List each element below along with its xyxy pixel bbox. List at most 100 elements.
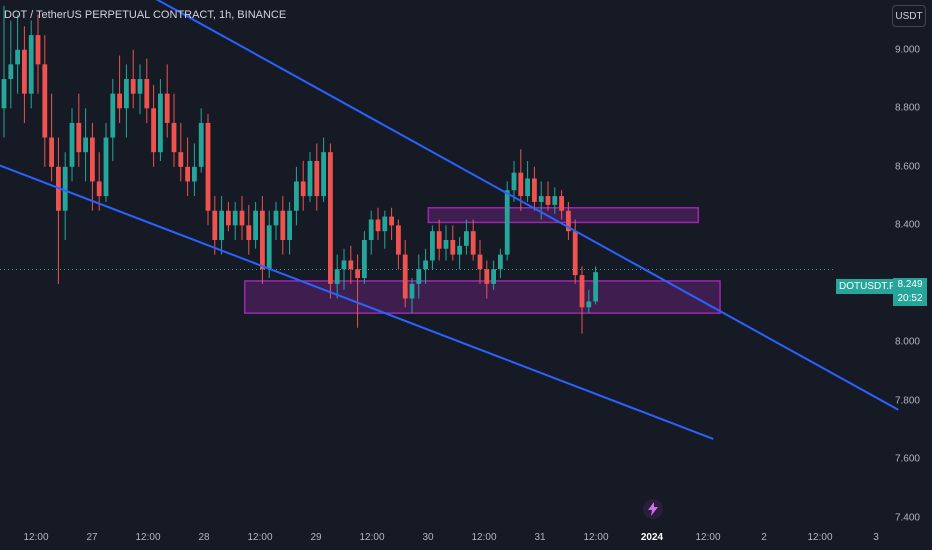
candle: [464, 219, 469, 255]
candle: [192, 143, 197, 197]
candle: [579, 266, 585, 334]
zone-box-1[interactable]: [243, 280, 721, 314]
x-tick-label: 31: [534, 532, 546, 543]
candle: [586, 289, 592, 314]
candle: [423, 248, 428, 284]
candle: [416, 254, 422, 299]
candle: [232, 201, 238, 240]
candle: [110, 79, 116, 161]
candle: [450, 225, 456, 261]
candle: [355, 254, 360, 328]
trendline-1[interactable]: [0, 0, 899, 411]
x-tick-label: 12:00: [135, 532, 161, 543]
candle: [246, 204, 252, 255]
candle: [151, 84, 156, 167]
trendline-2[interactable]: [0, 155, 714, 440]
candle: [368, 210, 374, 255]
candle: [171, 93, 177, 167]
candle: [328, 143, 333, 299]
last-price-value: 8.249: [897, 279, 923, 290]
symbol-label: DOTUSDT.P: [836, 279, 899, 294]
candle: [409, 278, 415, 314]
candle: [341, 248, 347, 290]
candle: [593, 266, 598, 305]
candle: [287, 201, 292, 255]
candle: [28, 20, 34, 109]
last-price-tag: 8.249 20:52: [893, 278, 927, 306]
candle: [552, 187, 558, 214]
candle: [362, 231, 367, 284]
candle: [226, 201, 231, 232]
y-tick-label: 8.000: [894, 336, 920, 348]
x-tick-label: 28: [198, 532, 210, 543]
candle: [8, 20, 14, 109]
x-tick-label: 29: [310, 532, 322, 543]
bar-countdown: 20:52: [897, 293, 923, 304]
candle: [566, 201, 571, 240]
candle: [178, 122, 184, 182]
lightning-bolt-icon[interactable]: [643, 499, 663, 519]
candle: [477, 239, 483, 284]
x-tick-label: 12:00: [23, 532, 49, 543]
candle: [348, 245, 354, 284]
candle: [198, 108, 204, 173]
candle: [164, 64, 170, 138]
y-tick-label: 7.600: [894, 453, 920, 465]
x-tick-label: 27: [86, 532, 98, 543]
candle: [205, 114, 211, 226]
x-tick-label: 12:00: [695, 532, 721, 543]
y-tick-label: 8.800: [894, 102, 920, 114]
y-tick-label: 8.600: [894, 161, 920, 173]
candle: [504, 181, 510, 261]
candle: [117, 55, 122, 123]
candle: [69, 108, 75, 182]
candle: [137, 64, 143, 115]
candle: [484, 260, 490, 299]
candle: [280, 196, 286, 255]
candle: [307, 152, 313, 202]
candle: [559, 190, 564, 220]
candle: [124, 64, 129, 138]
y-tick-label: 7.400: [894, 512, 920, 524]
candle: [266, 210, 272, 279]
candle: [396, 219, 401, 270]
x-tick-label: 30: [422, 532, 434, 543]
candle: [42, 35, 48, 167]
x-tick-label: 12:00: [359, 532, 385, 543]
candle: [49, 93, 54, 182]
candle: [1, 5, 7, 138]
x-tick-label: 2024: [640, 532, 664, 543]
candle: [457, 237, 462, 270]
candle: [62, 152, 68, 240]
candle: [525, 160, 530, 202]
candle: [300, 160, 306, 211]
y-tick-label: 7.800: [894, 395, 920, 407]
candle: [90, 122, 95, 211]
candle: [96, 152, 102, 211]
candle: [321, 137, 326, 202]
candle: [375, 207, 381, 240]
candle: [273, 201, 279, 240]
candle: [511, 160, 517, 202]
candle: [144, 58, 150, 123]
currency-button[interactable]: USDT: [892, 5, 926, 27]
candle: [491, 260, 496, 290]
candle: [443, 225, 449, 261]
y-tick-label: 8.400: [894, 219, 920, 231]
candle: [334, 254, 340, 299]
candle: [260, 196, 265, 284]
candle: [15, 14, 20, 94]
candle: [498, 248, 503, 279]
x-tick-label: 12:00: [247, 532, 273, 543]
candle: [314, 143, 320, 211]
x-tick-label: 12:00: [471, 532, 497, 543]
candle: [382, 210, 388, 249]
candle: [294, 166, 299, 226]
candle: [130, 49, 136, 109]
x-tick-label: 3: [873, 532, 879, 543]
candle: [470, 219, 476, 261]
candle: [253, 201, 258, 249]
candle: [219, 196, 224, 255]
candle: [389, 207, 394, 240]
